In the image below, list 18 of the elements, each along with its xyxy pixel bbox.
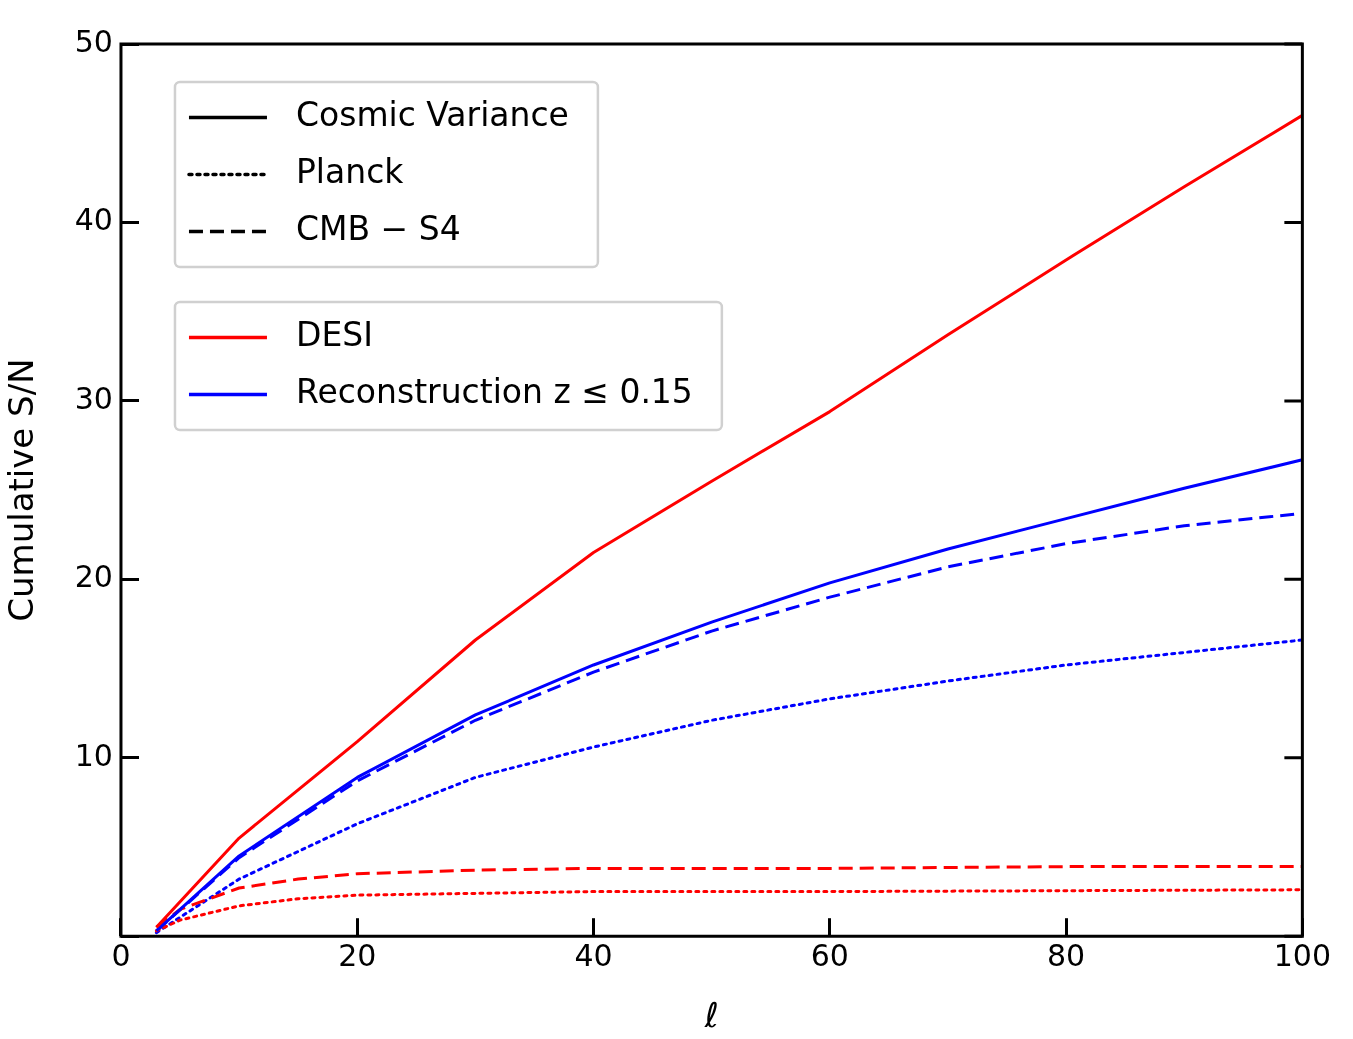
x-tick-label: 20	[338, 938, 377, 973]
legend-label: CMB − S4	[295, 209, 461, 249]
y-axis-title: Cumulative S/N	[1, 358, 42, 622]
x-tick-label: 60	[810, 938, 849, 973]
legend-label: DESI	[295, 315, 373, 355]
x-tick-label: 0	[111, 938, 131, 973]
y-tick-label: 50	[74, 23, 113, 59]
y-tick-label: 20	[74, 559, 113, 595]
legend-label: Cosmic Variance	[295, 95, 569, 135]
x-tick-label: 100	[1273, 938, 1331, 973]
x-axis-title: ℓ	[703, 995, 719, 1036]
y-tick-label: 30	[74, 380, 113, 416]
legend-label: Reconstruction z ≤ 0.15	[295, 372, 693, 412]
x-tick-label: 40	[574, 938, 613, 973]
x-tick-label: 80	[1047, 938, 1086, 973]
legend-label: Planck	[295, 152, 405, 192]
y-tick-label: 10	[74, 737, 113, 773]
y-tick-label: 40	[74, 202, 113, 238]
